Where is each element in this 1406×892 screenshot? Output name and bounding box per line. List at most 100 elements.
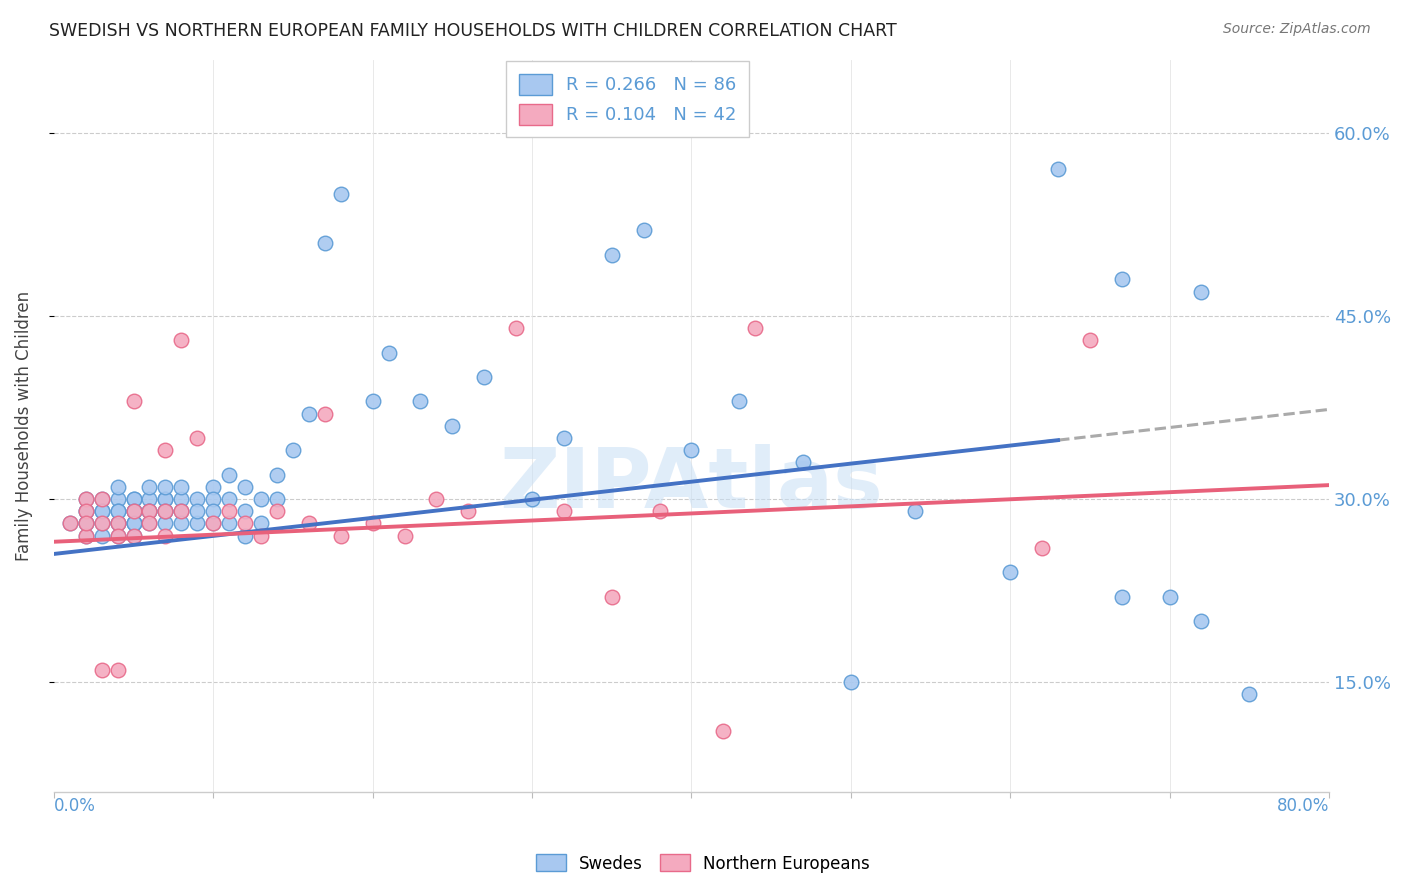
Point	[1047, 162, 1070, 177]
Point	[186, 516, 208, 531]
Point	[155, 504, 177, 518]
Point	[218, 504, 240, 518]
Point	[186, 491, 208, 506]
Point	[520, 491, 543, 506]
Point	[903, 504, 925, 518]
Point	[1111, 272, 1133, 286]
Text: ZIPAtlas: ZIPAtlas	[499, 444, 883, 524]
Point	[298, 516, 321, 531]
Point	[202, 491, 225, 506]
Point	[107, 504, 129, 518]
Point	[122, 529, 145, 543]
Point	[122, 491, 145, 506]
Point	[59, 516, 82, 531]
Point	[75, 529, 97, 543]
Point	[1191, 614, 1213, 628]
Point	[298, 407, 321, 421]
Point	[170, 516, 193, 531]
Point	[1159, 590, 1181, 604]
Point	[155, 480, 177, 494]
Point	[138, 504, 160, 518]
Point	[839, 675, 862, 690]
Point	[75, 516, 97, 531]
Point	[122, 504, 145, 518]
Point	[107, 480, 129, 494]
Point	[648, 504, 671, 518]
Y-axis label: Family Households with Children: Family Households with Children	[15, 291, 32, 561]
Point	[425, 491, 447, 506]
Point	[728, 394, 751, 409]
Point	[394, 529, 416, 543]
Text: Source: ZipAtlas.com: Source: ZipAtlas.com	[1223, 22, 1371, 37]
Point	[122, 516, 145, 531]
Point	[138, 516, 160, 531]
Point	[155, 443, 177, 458]
Point	[90, 491, 112, 506]
Point	[155, 504, 177, 518]
Point	[138, 504, 160, 518]
Point	[600, 248, 623, 262]
Point	[75, 491, 97, 506]
Point	[90, 504, 112, 518]
Point	[59, 516, 82, 531]
Point	[329, 529, 352, 543]
Point	[170, 491, 193, 506]
Point	[711, 723, 734, 738]
Point	[122, 504, 145, 518]
Point	[107, 516, 129, 531]
Point	[744, 321, 766, 335]
Point	[75, 504, 97, 518]
Point	[122, 504, 145, 518]
Point	[633, 223, 655, 237]
Point	[107, 529, 129, 543]
Point	[457, 504, 479, 518]
Point	[138, 516, 160, 531]
Point	[75, 516, 97, 531]
Point	[138, 480, 160, 494]
Point	[681, 443, 703, 458]
Point	[1191, 285, 1213, 299]
Point	[377, 345, 399, 359]
Point	[202, 504, 225, 518]
Point	[361, 516, 384, 531]
Point	[1031, 541, 1053, 555]
Point	[233, 529, 256, 543]
Point	[281, 443, 304, 458]
Text: 0.0%: 0.0%	[53, 797, 96, 815]
Point	[155, 504, 177, 518]
Point	[250, 516, 273, 531]
Point	[107, 516, 129, 531]
Point	[155, 529, 177, 543]
Point	[155, 491, 177, 506]
Point	[75, 529, 97, 543]
Point	[170, 504, 193, 518]
Point	[361, 394, 384, 409]
Point	[233, 504, 256, 518]
Point	[90, 516, 112, 531]
Point	[314, 235, 336, 250]
Point	[792, 455, 814, 469]
Point	[170, 504, 193, 518]
Point	[250, 491, 273, 506]
Point	[1111, 590, 1133, 604]
Point	[155, 516, 177, 531]
Point	[122, 516, 145, 531]
Point	[122, 529, 145, 543]
Point	[90, 516, 112, 531]
Point	[266, 491, 288, 506]
Point	[600, 590, 623, 604]
Text: SWEDISH VS NORTHERN EUROPEAN FAMILY HOUSEHOLDS WITH CHILDREN CORRELATION CHART: SWEDISH VS NORTHERN EUROPEAN FAMILY HOUS…	[49, 22, 897, 40]
Point	[138, 504, 160, 518]
Point	[107, 491, 129, 506]
Point	[186, 504, 208, 518]
Point	[202, 516, 225, 531]
Point	[409, 394, 432, 409]
Point	[233, 480, 256, 494]
Text: 80.0%: 80.0%	[1277, 797, 1329, 815]
Point	[170, 334, 193, 348]
Point	[472, 370, 495, 384]
Point	[553, 504, 575, 518]
Point	[218, 467, 240, 482]
Point	[90, 529, 112, 543]
Point	[329, 186, 352, 201]
